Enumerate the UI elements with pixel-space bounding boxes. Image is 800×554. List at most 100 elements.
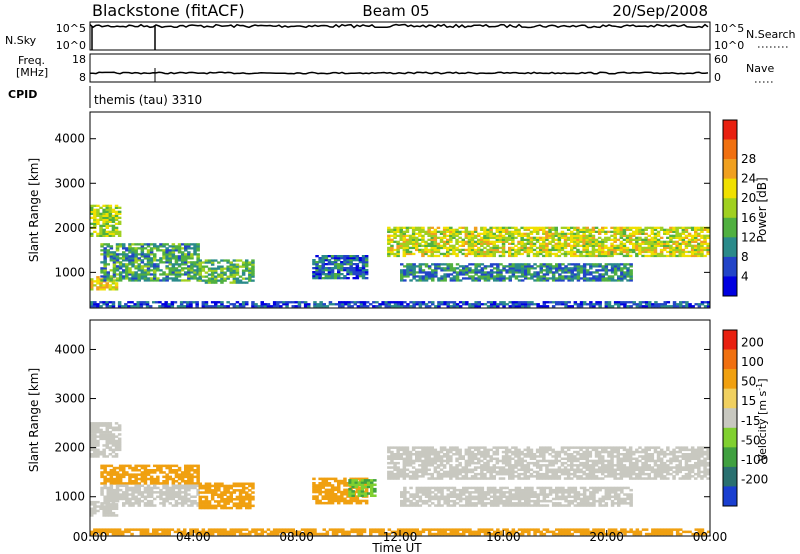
power-cell <box>486 238 490 241</box>
power-cell <box>90 303 94 306</box>
power-cell <box>207 305 212 308</box>
power-cell <box>651 303 655 306</box>
power-cell <box>675 230 679 233</box>
velocity-cell <box>613 472 617 476</box>
power-cell <box>201 265 206 268</box>
velocity-cell <box>143 504 148 507</box>
velocity-cell <box>619 461 624 465</box>
power-cell <box>263 305 268 308</box>
velocity-cell <box>570 459 574 463</box>
velocity-cell <box>436 450 441 454</box>
power-cell <box>573 269 578 272</box>
power-cell <box>480 254 484 258</box>
power-cell <box>190 275 194 278</box>
power-cell <box>545 230 549 233</box>
power-cell <box>601 228 605 231</box>
power-cell <box>165 255 169 258</box>
velocity-cell <box>324 488 329 492</box>
velocity-cell <box>93 422 97 425</box>
velocity-cell <box>610 450 614 454</box>
power-cell <box>131 261 135 264</box>
power-cell <box>604 252 608 256</box>
velocity-cell <box>115 484 120 488</box>
power-cell <box>474 303 478 306</box>
velocity-cell <box>248 482 252 486</box>
velocity-cell <box>427 461 431 465</box>
power-cell <box>607 250 611 254</box>
power-cell <box>220 279 224 282</box>
velocity-cell <box>585 466 589 469</box>
velocity-cell <box>436 466 441 469</box>
power-cell <box>470 234 475 237</box>
power-cell <box>174 245 179 248</box>
velocity-cell <box>628 448 633 452</box>
velocity-cell <box>143 475 148 479</box>
power-cell <box>585 226 589 229</box>
power-cell <box>610 269 615 272</box>
power-cell <box>100 253 104 256</box>
power-cell <box>324 269 329 272</box>
power-cell <box>196 277 200 280</box>
power-cell <box>576 242 580 245</box>
power-cell <box>421 244 425 247</box>
power-cell <box>629 305 633 308</box>
power-cell <box>449 305 454 308</box>
power-cell <box>647 244 651 247</box>
velocity-cell <box>545 448 549 452</box>
velocity-cell <box>190 473 194 476</box>
power-cell <box>168 267 172 270</box>
power-cell <box>361 269 366 272</box>
power-cell <box>381 301 385 304</box>
power-cell <box>168 263 172 266</box>
velocity-cell <box>504 468 509 472</box>
power-cell <box>672 305 677 308</box>
power-cell <box>103 279 107 282</box>
power-cell <box>99 305 103 308</box>
power-cell <box>106 277 110 280</box>
power-cell <box>355 267 360 270</box>
velocity-cell <box>149 499 154 503</box>
power-cell <box>399 236 403 239</box>
power-cell <box>706 301 711 304</box>
power-cell <box>153 257 157 260</box>
velocity-cell <box>511 446 515 449</box>
power-cell <box>489 263 494 266</box>
velocity-cell <box>477 459 481 463</box>
power-cell <box>146 261 151 264</box>
power-y-label: Slant Range [km] <box>27 158 41 262</box>
power-cell <box>493 267 497 270</box>
power-cell <box>628 250 633 254</box>
power-cell <box>458 301 463 304</box>
power-cell <box>542 228 546 231</box>
velocity-cell <box>112 471 117 474</box>
velocity-cell <box>102 422 106 425</box>
velocity-cell <box>140 495 145 499</box>
velocity-cell <box>390 477 394 480</box>
velocity-cell <box>102 509 106 513</box>
velocity-cell <box>449 466 453 469</box>
power-cell <box>333 263 338 266</box>
velocity-cell <box>330 477 335 481</box>
power-cell <box>443 279 447 282</box>
velocity-cell <box>480 477 484 480</box>
power-cell <box>601 267 605 270</box>
power-cell <box>576 230 580 233</box>
velocity-cell <box>103 486 107 490</box>
power-cell <box>149 249 154 252</box>
velocity-cell <box>171 464 176 468</box>
velocity-cell <box>137 477 141 481</box>
power-cell <box>539 248 543 252</box>
power-cell <box>570 254 574 258</box>
velocity-cell <box>238 500 243 503</box>
power-cell <box>433 232 438 235</box>
velocity-cell <box>477 453 481 456</box>
velocity-cell <box>117 426 122 430</box>
power-cell <box>586 263 590 266</box>
power-cell <box>589 265 593 268</box>
velocity-cell <box>393 472 397 476</box>
power-cell <box>430 242 434 245</box>
velocity-cell <box>214 493 218 497</box>
velocity-cell <box>118 495 123 499</box>
date-title: 20/Sep/2008 <box>612 2 708 20</box>
velocity-cell <box>622 475 627 478</box>
